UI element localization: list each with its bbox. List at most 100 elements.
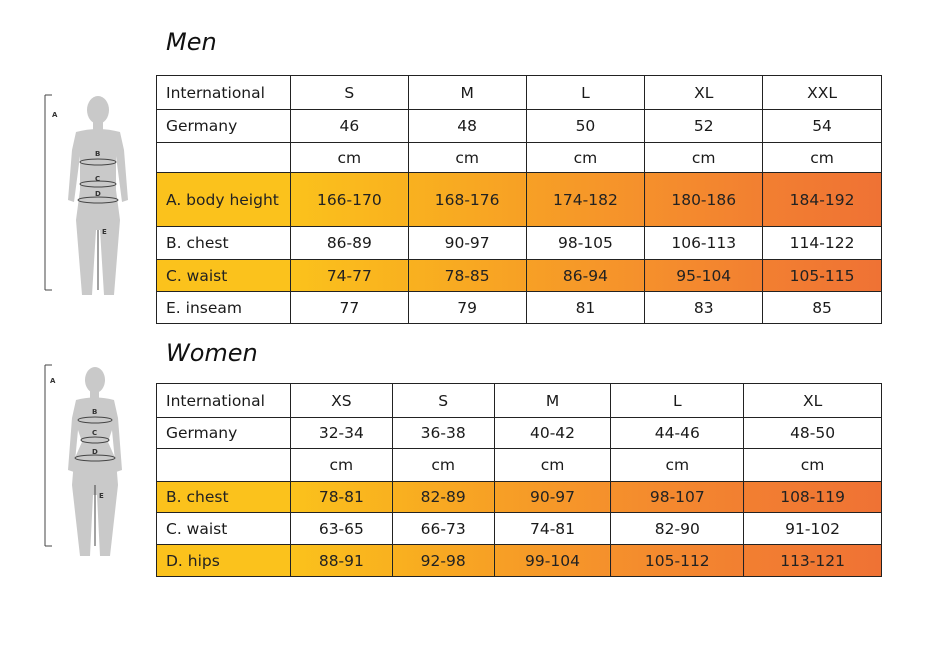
women-table-cell: 98-107: [610, 481, 745, 513]
men-table-cell: 79: [407, 291, 527, 324]
men-table-cell: XL: [644, 75, 764, 110]
women-table-cell: 82-90: [610, 512, 745, 545]
women-table-cell: 99-104: [493, 544, 612, 577]
men-body-figure-icon: A B C D E: [44, 94, 128, 295]
men-table-row: B. chest 86-89 90-97 98-105 106-113 114-122: [156, 226, 882, 260]
women-table-cell: 90-97: [493, 481, 612, 513]
men-table-cell: 114-122: [762, 226, 882, 260]
men-table-cell: 83: [644, 291, 764, 324]
women-table-cell: 40-42: [493, 417, 612, 449]
women-row-label: International: [156, 383, 291, 418]
men-row-label: C. waist: [156, 259, 291, 292]
women-table-cell: S: [391, 383, 495, 418]
men-row-label: International: [156, 75, 291, 110]
men-table-cell: 184-192: [762, 172, 882, 227]
men-table-cell: 48: [407, 109, 527, 143]
women-figure-label-b: B: [92, 408, 97, 416]
men-row-label: [156, 142, 291, 173]
men-table-cell: 105-115: [762, 259, 882, 292]
men-table-cell: cm: [407, 142, 527, 173]
men-table-cell: 95-104: [644, 259, 764, 292]
women-row-label: D. hips: [156, 544, 291, 577]
women-table-cell: 66-73: [391, 512, 495, 545]
women-table-cell: 88-91: [289, 544, 393, 577]
women-table-cell: cm: [493, 448, 612, 482]
women-table-row: B. chest 78-81 82-89 90-97 98-107 108-119: [156, 481, 882, 513]
women-table-cell: 105-112: [610, 544, 745, 577]
women-table-cell: L: [610, 383, 745, 418]
women-table-cell: cm: [391, 448, 495, 482]
women-table-cell: M: [493, 383, 612, 418]
women-table-cell: 48-50: [743, 417, 882, 449]
women-row-label: [156, 448, 291, 482]
men-figure-label-d: D: [95, 190, 101, 198]
men-table-cell: cm: [644, 142, 764, 173]
men-table-cell: 50: [525, 109, 646, 143]
women-row-label: Germany: [156, 417, 291, 449]
men-figure-label-b: B: [95, 150, 100, 158]
women-figure-label-a: A: [50, 377, 56, 385]
men-table-cell: L: [525, 75, 646, 110]
men-size-table: International S M L XL XXL Germany 46 48 50 52 54 cm…: [156, 75, 882, 324]
women-table-row: Germany 32-34 36-38 40-42 44-46 48-50: [156, 417, 882, 449]
women-body-figure-icon: A B C D E: [44, 364, 122, 556]
men-row-label: B. chest: [156, 226, 291, 260]
women-table-row: D. hips 88-91 92-98 99-104 105-112 113-121: [156, 544, 882, 577]
men-figure-label-a: A: [52, 111, 58, 119]
women-table-cell: 44-46: [610, 417, 745, 449]
men-table-row: E. inseam 77 79 81 83 85: [156, 291, 882, 324]
men-table-cell: S: [289, 75, 409, 110]
men-figure-label-e: E: [102, 228, 107, 236]
women-table-cell: 32-34: [289, 417, 393, 449]
women-table-cell: 91-102: [743, 512, 882, 545]
women-table-cell: cm: [289, 448, 393, 482]
women-figure-label-e: E: [99, 492, 104, 500]
men-table-cell: 54: [762, 109, 882, 143]
women-table-cell: cm: [743, 448, 882, 482]
men-figure-label-c: C: [95, 175, 100, 183]
men-row-label: E. inseam: [156, 291, 291, 324]
men-table-row: C. waist 74-77 78-85 86-94 95-104 105-115: [156, 259, 882, 292]
men-table-cell: 106-113: [644, 226, 764, 260]
men-table-row: cm cm cm cm cm: [156, 142, 882, 173]
women-row-label: B. chest: [156, 481, 291, 513]
women-table-row: cm cm cm cm cm: [156, 448, 882, 482]
men-table-cell: cm: [289, 142, 409, 173]
women-table-cell: 74-81: [493, 512, 612, 545]
women-row-label: C. waist: [156, 512, 291, 545]
women-figure-label-d: D: [92, 448, 98, 456]
women-table-cell: 108-119: [743, 481, 882, 513]
men-table-cell: 86-89: [289, 226, 409, 260]
men-heading: Men: [166, 28, 217, 56]
men-table-cell: 180-186: [644, 172, 764, 227]
men-table-cell: 174-182: [525, 172, 646, 227]
women-table-row: C. waist 63-65 66-73 74-81 82-90 91-102: [156, 512, 882, 545]
men-row-label: A. body height: [156, 172, 291, 227]
men-table-cell: 46: [289, 109, 409, 143]
women-heading: Women: [166, 339, 258, 367]
men-table-cell: 90-97: [407, 226, 527, 260]
women-table-cell: 78-81: [289, 481, 393, 513]
women-table-cell: 82-89: [391, 481, 495, 513]
men-table-row: Germany 46 48 50 52 54: [156, 109, 882, 143]
women-table-cell: XS: [289, 383, 393, 418]
women-figure-label-c: C: [92, 429, 97, 437]
men-table-cell: XXL: [762, 75, 882, 110]
men-table-cell: M: [407, 75, 527, 110]
men-table-row: A. body height 166-170 168-176 174-182 180-1…: [156, 172, 882, 227]
women-table-cell: XL: [743, 383, 882, 418]
men-table-cell: 77: [289, 291, 409, 324]
women-table-cell: 92-98: [391, 544, 495, 577]
women-table-cell: cm: [610, 448, 745, 482]
men-table-cell: 86-94: [525, 259, 646, 292]
men-table-cell: 78-85: [407, 259, 527, 292]
men-row-label: Germany: [156, 109, 291, 143]
women-table-cell: 113-121: [743, 544, 882, 577]
men-table-cell: 52: [644, 109, 764, 143]
men-table-row: International S M L XL XXL: [156, 75, 882, 110]
men-table-cell: 81: [525, 291, 646, 324]
women-table-row: International XS S M L XL: [156, 383, 882, 418]
men-table-cell: 166-170: [289, 172, 409, 227]
men-table-cell: 85: [762, 291, 882, 324]
men-table-cell: cm: [762, 142, 882, 173]
